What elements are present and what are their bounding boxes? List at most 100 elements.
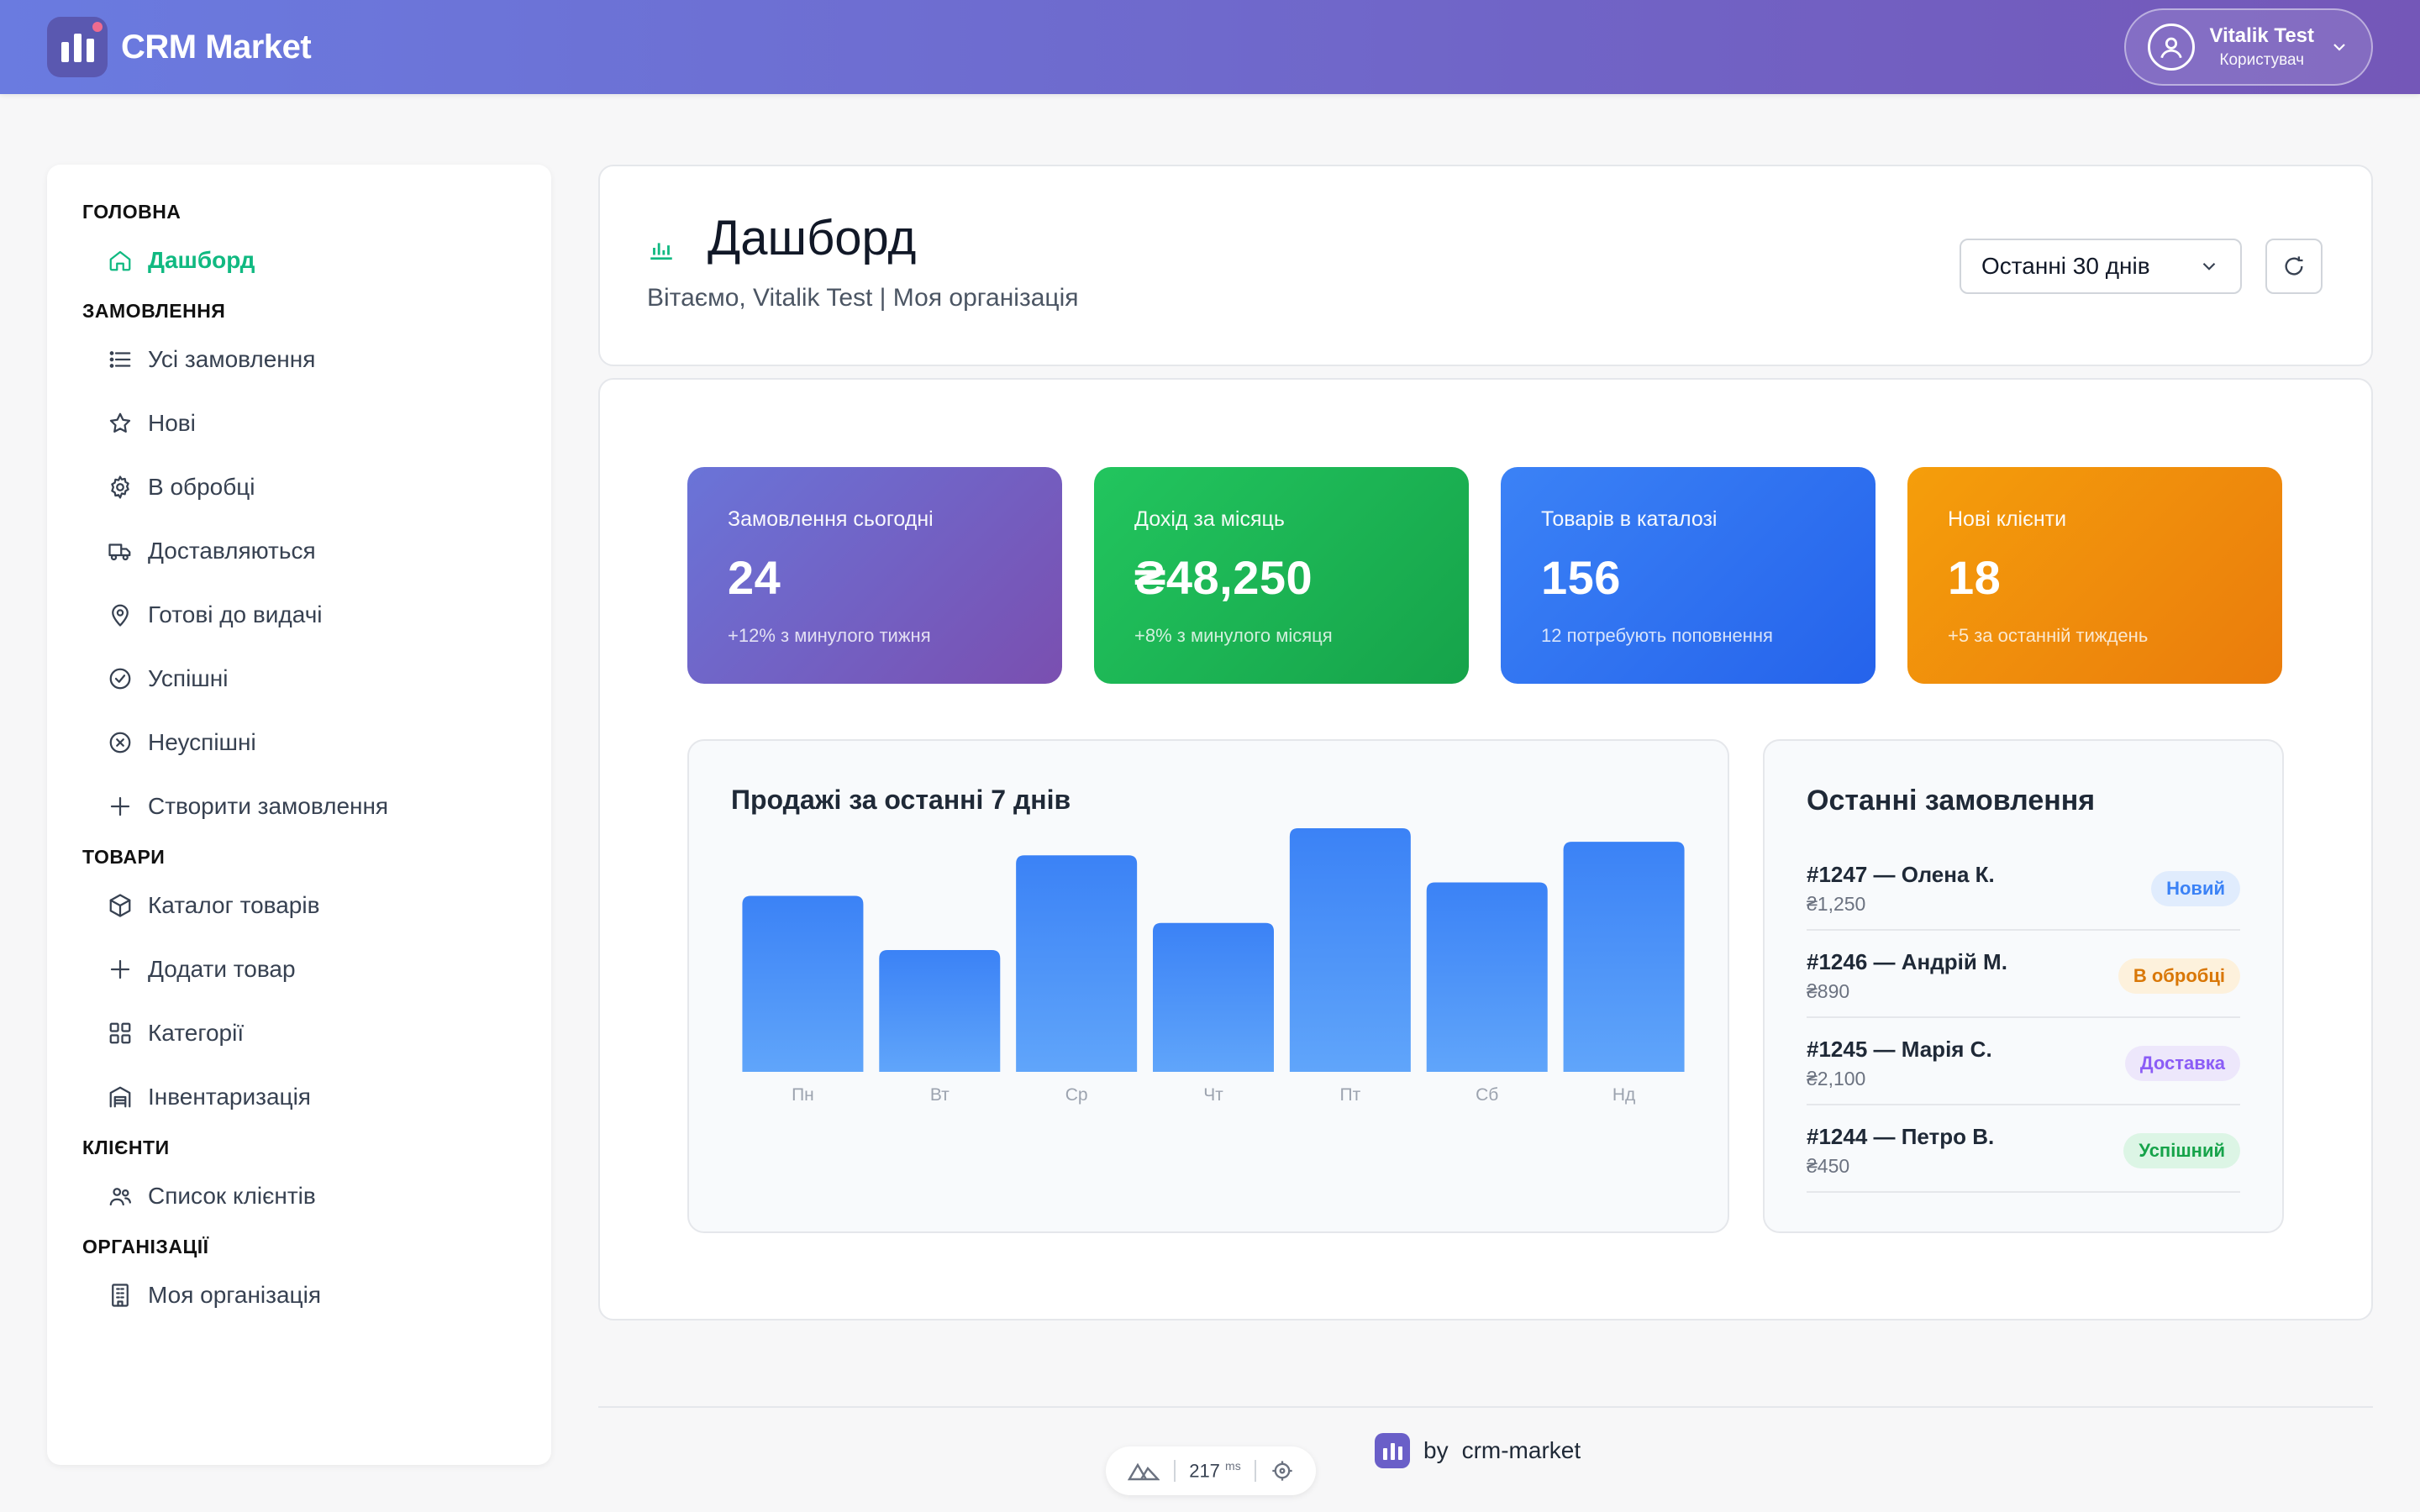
order-amount: ₴450 [1807,1155,1850,1177]
star-icon [109,412,131,433]
sidebar-item[interactable]: Інвентаризація [82,1065,516,1129]
sidebar-section-title: КЛІЄНТИ [82,1137,170,1158]
bar-Пт[interactable] [1289,828,1411,1072]
sidebar-item[interactable]: Неуспішні [82,711,516,774]
stat-card-orders-today[interactable]: Замовлення сьогодні 24 +12% з минулого т… [687,467,1062,684]
users-icon [109,1188,131,1206]
bar-Пн[interactable] [742,895,864,1072]
sidebar-item-label: Готові до видачі [148,601,323,627]
stat-value: 18 [1948,551,2002,604]
sidebar-item[interactable]: Нові [82,391,516,455]
sidebar-section-title: ТОВАРИ [82,846,166,868]
sidebar-item-label: Категорії [148,1020,245,1046]
date-range-select[interactable]: Останні 30 днів [1960,239,2242,294]
sidebar-item[interactable]: Усі замовлення [82,328,516,391]
chart-title: Продажі за останні 7 днів [731,785,1071,815]
sidebar-item[interactable]: Дашборд [82,228,516,292]
app-logo [47,17,108,77]
sidebar-item-label: Моя організація [148,1282,321,1308]
warehouse-icon [109,1086,131,1108]
sidebar-item-label: Інвентаризація [148,1084,311,1110]
stat-note: 12 потребують поповнення [1541,625,1773,646]
sidebar-item[interactable]: Моя організація [82,1263,516,1327]
order-row[interactable]: #1244 — Петро В. ₴450 Успішний [1807,1105,2240,1193]
crosshair-icon[interactable] [1270,1459,1294,1483]
user-role: Користувач [2219,51,2305,69]
sidebar-section-title: ГОЛОВНА [82,201,182,223]
order-title: #1246 — Андрій М. [1807,949,2007,974]
footer-logo-icon [1375,1433,1410,1468]
x-tick-label: Вт [930,1085,950,1105]
sidebar-item[interactable]: Успішні [82,647,516,711]
x-tick-label: Пт [1339,1085,1360,1105]
sidebar-item[interactable]: Готові до видачі [82,583,516,647]
sidebar-item-label: Каталог товарів [148,892,320,918]
order-amount: ₴1,250 [1807,893,1866,915]
sidebar-item[interactable]: В обробці [82,455,516,519]
sidebar-item[interactable]: Доставляються [82,519,516,583]
stat-label: Нові клієнти [1948,507,2067,531]
top-header: CRM Market Vitalik Test Користувач [0,0,2420,94]
stat-note: +5 за останній тиждень [1948,625,2149,646]
check-circle-icon [109,668,131,690]
recent-orders-list: #1247 — Олена К. ₴1,250 Новий #1246 — Андрі… [1807,843,2240,1193]
devtools-perf-pill[interactable]: 217 ms [1106,1446,1316,1495]
x-tick-label: Чт [1203,1085,1223,1105]
plus-icon [110,959,130,979]
order-amount: ₴890 [1807,980,1850,1002]
refresh-icon [2285,256,2303,276]
building-icon [112,1284,129,1307]
chevron-down-icon [2202,262,2216,270]
list-icon [109,351,131,368]
sidebar-item-label: Нові [148,410,196,436]
order-title: #1247 — Олена К. [1807,862,1995,887]
nuxt-logo-icon [1128,1462,1160,1481]
brand[interactable]: CRM Market [47,17,312,77]
sidebar-item-label: Створити замовлення [148,793,389,819]
stat-card-new-clients[interactable]: Нові клієнти 18 +5 за останній тиждень [1907,467,2282,684]
dashboard-content: Замовлення сьогодні 24 +12% з минулого т… [598,378,2373,1320]
stat-value: ₴48,250 [1134,551,1313,604]
footer-brand[interactable]: by crm-market [1375,1433,1581,1468]
chevron-down-icon [2333,44,2345,51]
stat-card-monthly-revenue[interactable]: Дохід за місяць ₴48,250 +8% з минулого м… [1094,467,1469,684]
status-badge: Новий [2151,871,2240,906]
sidebar-item[interactable]: Список клієнтів [82,1164,516,1228]
bar-Вт[interactable] [879,950,1001,1072]
user-name: Vitalik Test [2209,24,2315,47]
grid-icon [109,1022,131,1044]
order-row[interactable]: #1247 — Олена К. ₴1,250 Новий [1807,843,2240,931]
truck-icon [108,543,131,561]
stat-note: +12% з минулого тижня [728,625,931,646]
sidebar-item-label: Додати товар [148,956,296,982]
order-row[interactable]: #1245 — Марія С. ₴2,100 Доставка [1807,1018,2240,1105]
user-menu-button[interactable]: Vitalik Test Користувач [2123,8,2373,86]
bar-Ср[interactable] [1016,855,1138,1072]
stat-label: Замовлення сьогодні [728,507,934,531]
stat-note: +8% з минулого місяця [1134,625,1333,646]
gear-icon [111,475,129,499]
refresh-button[interactable] [2265,239,2323,294]
sales-chart-card: Продажі за останні 7 днів Пн Вт Ср Чт Пт Сб Нд [687,739,1729,1233]
bar-Чт[interactable] [1153,922,1274,1072]
footer-brand-name: crm-market [1461,1437,1581,1463]
sidebar-item-label: Доставляються [148,538,316,564]
order-title: #1245 — Марія С. [1807,1037,1992,1062]
sidebar-item[interactable]: Каталог товарів [82,874,516,937]
stat-card-catalog-products[interactable]: Товарів в каталозі 156 12 потребують поп… [1501,467,1876,684]
sidebar-section-title: ОРГАНІЗАЦІЇ [82,1236,209,1257]
home-icon [109,250,131,271]
sidebar-item[interactable]: Додати товар [82,937,516,1001]
sidebar-item[interactable]: Категорії [82,1001,516,1065]
recent-orders-title: Останні замовлення [1807,785,2096,816]
bar-Нд[interactable] [1563,842,1685,1072]
order-title: #1244 — Петро В. [1807,1124,1995,1149]
user-avatar-icon [2147,24,2195,71]
sidebar-item-label: Список клієнтів [148,1183,316,1209]
order-amount: ₴2,100 [1807,1068,1866,1089]
plus-icon [110,796,130,816]
footer-by: by [1423,1437,1449,1463]
order-row[interactable]: #1246 — Андрій М. ₴890 В обробці [1807,931,2240,1018]
sidebar-item[interactable]: Створити замовлення [82,774,516,838]
bar-Сб[interactable] [1426,882,1548,1072]
